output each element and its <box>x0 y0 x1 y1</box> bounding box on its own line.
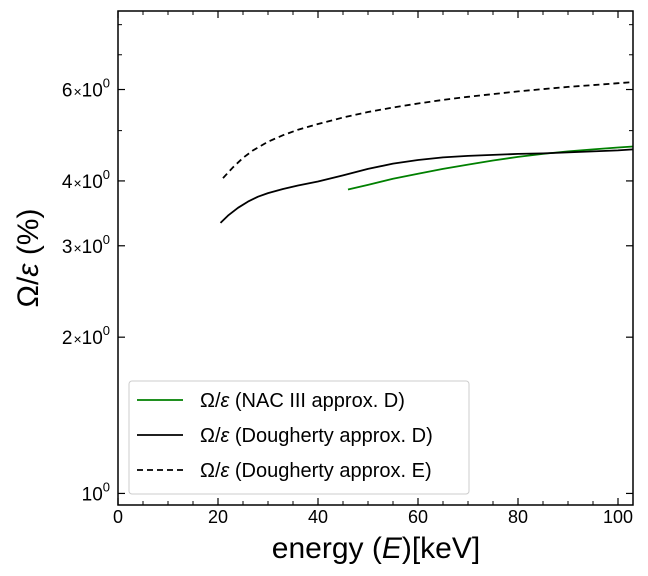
y-tick-label: 100 <box>82 479 110 505</box>
y-tick-label: 6×100 <box>62 76 110 102</box>
x-tick-label: 60 <box>408 507 428 527</box>
legend-label-2: Ω/ε (Dougherty approx. D) <box>200 425 433 447</box>
plot-frame <box>117 10 634 506</box>
legend-label-3: Ω/ε (Dougherty approx. E) <box>200 460 432 482</box>
ticks-layer: 0 20 40 60 80 100 100 2×100 3×100 4×100 6×100 <box>62 11 633 527</box>
series-layer <box>219 81 634 224</box>
legend-entries: Ω/ε (NAC III approx. D) Ω/ε (Dougherty ap… <box>137 390 433 482</box>
y-tick-label: 4×100 <box>62 167 110 193</box>
legend-box <box>128 380 470 495</box>
x-tick-label: 40 <box>308 507 328 527</box>
legend-label-1: Ω/ε (NAC III approx. D) <box>200 390 405 412</box>
x-tick-label: 0 <box>113 507 123 527</box>
x-axis-label: energy (E)[keV] <box>272 532 480 565</box>
series-line-1 <box>347 145 634 191</box>
y-axis-label: Ω/ε (%) <box>12 209 45 308</box>
y-tick-label: 3×100 <box>62 232 110 258</box>
x-tick-label: 20 <box>208 507 228 527</box>
legend: Ω/ε (NAC III approx. D) Ω/ε (Dougherty ap… <box>128 380 470 495</box>
y-tick-label: 2×100 <box>62 323 110 349</box>
series-line-2 <box>219 148 634 224</box>
x-tick-label: 80 <box>508 507 528 527</box>
x-tick-label: 100 <box>603 507 633 527</box>
